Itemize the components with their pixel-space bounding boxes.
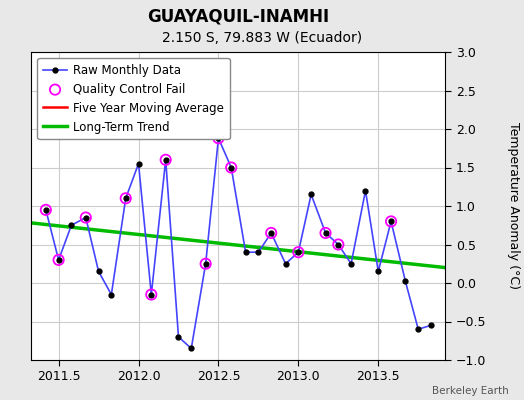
- Raw Monthly Data: [176, 334, 182, 339]
- Raw Monthly Data: [348, 261, 354, 266]
- Raw Monthly Data: [415, 327, 421, 332]
- Raw Monthly Data: [215, 136, 222, 141]
- Quality Control Fail: [82, 214, 90, 221]
- Legend: Raw Monthly Data, Quality Control Fail, Five Year Moving Average, Long-Term Tren: Raw Monthly Data, Quality Control Fail, …: [37, 58, 230, 140]
- Raw Monthly Data: [243, 250, 249, 254]
- Text: 2.150 S, 79.883 W (Ecuador): 2.150 S, 79.883 W (Ecuador): [162, 31, 362, 45]
- Raw Monthly Data: [255, 250, 261, 254]
- Quality Control Fail: [334, 241, 343, 248]
- Raw Monthly Data: [402, 279, 409, 284]
- Quality Control Fail: [54, 257, 63, 263]
- Line: Raw Monthly Data: Raw Monthly Data: [43, 136, 433, 351]
- Title: GUAYAQUIL-INAMHI: GUAYAQUIL-INAMHI: [147, 8, 330, 26]
- Quality Control Fail: [321, 230, 330, 236]
- Raw Monthly Data: [42, 208, 49, 212]
- Raw Monthly Data: [375, 269, 381, 274]
- Raw Monthly Data: [308, 192, 314, 197]
- Raw Monthly Data: [295, 250, 301, 254]
- Raw Monthly Data: [83, 215, 89, 220]
- Text: Berkeley Earth: Berkeley Earth: [432, 386, 508, 396]
- Quality Control Fail: [122, 195, 130, 202]
- Raw Monthly Data: [95, 269, 102, 274]
- Quality Control Fail: [147, 291, 156, 298]
- Quality Control Fail: [294, 249, 302, 255]
- Quality Control Fail: [201, 260, 210, 267]
- Quality Control Fail: [41, 207, 50, 213]
- Raw Monthly Data: [188, 346, 194, 351]
- Raw Monthly Data: [228, 165, 234, 170]
- Quality Control Fail: [227, 164, 235, 171]
- Raw Monthly Data: [68, 223, 74, 228]
- Raw Monthly Data: [362, 188, 368, 193]
- Raw Monthly Data: [108, 292, 115, 297]
- Raw Monthly Data: [202, 261, 209, 266]
- Quality Control Fail: [267, 230, 276, 236]
- Quality Control Fail: [161, 156, 170, 163]
- Raw Monthly Data: [388, 219, 394, 224]
- Quality Control Fail: [214, 135, 223, 142]
- Quality Control Fail: [387, 218, 395, 225]
- Raw Monthly Data: [135, 161, 141, 166]
- Raw Monthly Data: [268, 230, 275, 235]
- Y-axis label: Temperature Anomaly (°C): Temperature Anomaly (°C): [507, 122, 520, 290]
- Raw Monthly Data: [123, 196, 129, 201]
- Raw Monthly Data: [56, 258, 62, 262]
- Raw Monthly Data: [322, 230, 329, 235]
- Raw Monthly Data: [335, 242, 342, 247]
- Raw Monthly Data: [162, 157, 169, 162]
- Raw Monthly Data: [282, 261, 289, 266]
- Raw Monthly Data: [428, 323, 434, 328]
- Raw Monthly Data: [148, 292, 155, 297]
